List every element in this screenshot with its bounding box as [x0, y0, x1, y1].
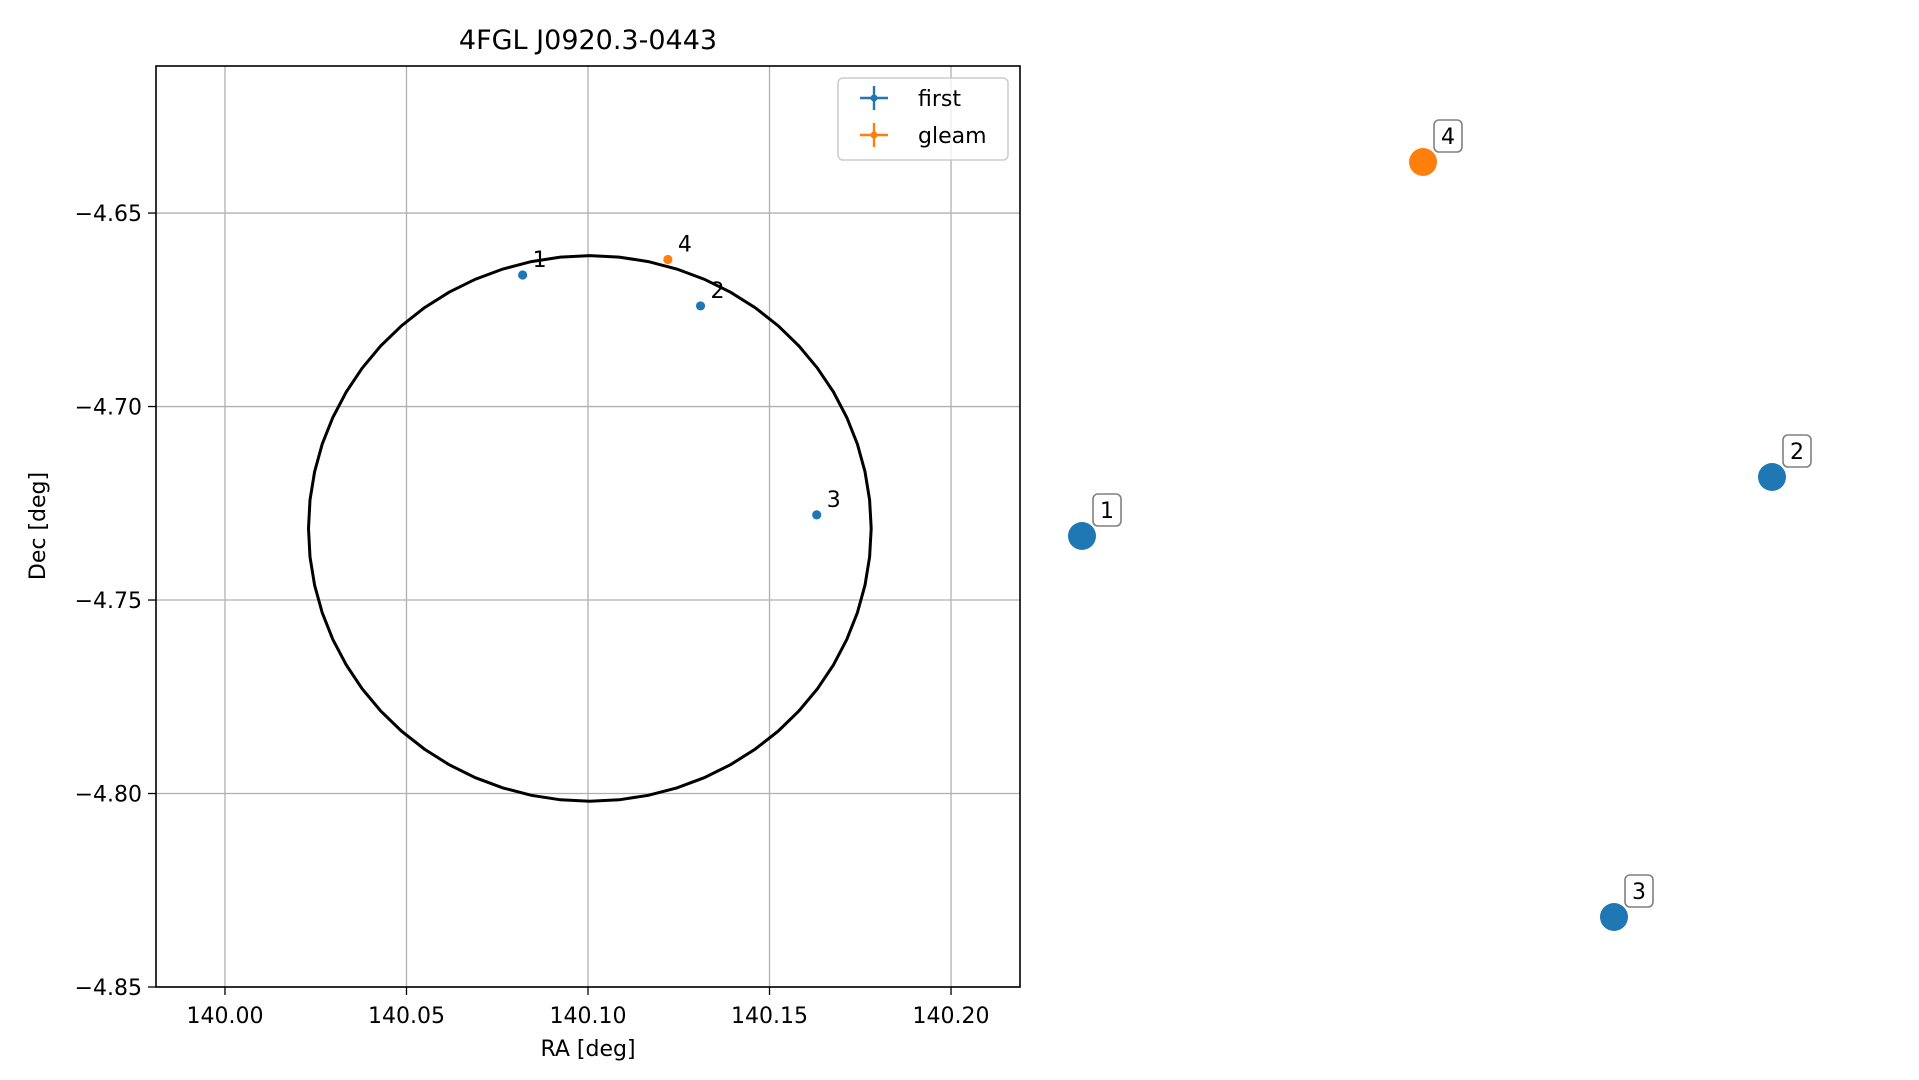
side-marker-label-3: 3 [1632, 880, 1646, 905]
y-tick-label: −4.75 [75, 589, 142, 614]
legend[interactable]: first gleam [837, 77, 1009, 161]
data-points: 1 2 3 4 [518, 232, 841, 520]
error-ellipse [306, 254, 873, 803]
grid [156, 66, 1020, 988]
side-marker-badge-4 [1433, 119, 1463, 153]
data-point-label-2: 2 [711, 279, 725, 304]
side-marker-3 [1600, 903, 1628, 931]
chart-title: 4FGL J0920.3-0443 [459, 25, 717, 56]
side-marker-4 [1409, 148, 1437, 176]
side-marker-badge-1 [1092, 493, 1122, 527]
y-axis-label: Dec [deg] [26, 472, 51, 580]
data-point-label-1: 1 [533, 248, 547, 273]
y-tick-label: −4.65 [75, 202, 142, 227]
y-tick-label: −4.80 [75, 783, 142, 808]
y-tick-label: −4.70 [75, 396, 142, 421]
data-point-3 [812, 510, 822, 520]
x-tick-label: 140.15 [731, 1004, 808, 1029]
side-marker-label-1: 1 [1100, 499, 1114, 524]
x-tick-label: 140.20 [913, 1004, 990, 1029]
data-point-4 [663, 254, 673, 265]
legend-label-first: first [918, 87, 961, 112]
y-tick-label: −4.85 [75, 976, 142, 1001]
side-marker-label-2: 2 [1790, 440, 1804, 465]
side-marker-badge-2 [1782, 434, 1812, 468]
data-point-2 [695, 301, 706, 311]
side-marker-1 [1068, 522, 1096, 550]
x-axis-label: RA [deg] [540, 1037, 635, 1062]
axis-ticks: 140.00 140.05 140.10 140.15 140.20 −4.65 −4.70… [75, 202, 990, 1029]
x-tick-label: 140.10 [550, 1004, 627, 1029]
legend-marker-gleam [860, 123, 888, 147]
legend-label-gleam: gleam [918, 124, 987, 149]
data-point-1 [518, 270, 528, 280]
data-point-label-4: 4 [678, 232, 692, 257]
marker-panel: 1 2 3 4 [1068, 119, 1812, 931]
x-tick-label: 140.00 [186, 1004, 263, 1029]
data-point-label-3: 3 [827, 488, 841, 513]
x-tick-label: 140.05 [368, 1004, 445, 1029]
side-marker-badge-3 [1624, 874, 1654, 908]
legend-marker-first [860, 86, 888, 110]
side-marker-2 [1758, 463, 1786, 491]
side-marker-label-4: 4 [1441, 125, 1455, 150]
